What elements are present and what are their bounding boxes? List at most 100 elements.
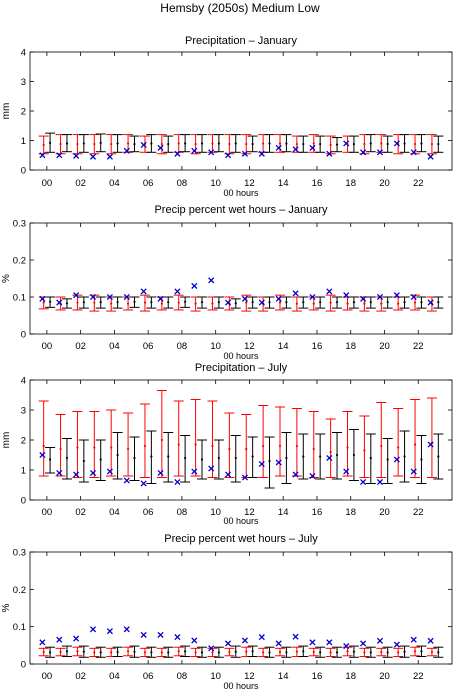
baseline-median-dot-3-20 [386, 651, 389, 654]
model-median-dot-1-20 [380, 302, 383, 305]
observed-marker-3-4 [106, 628, 113, 635]
x-tick-label-2-7: 14 [278, 507, 289, 518]
model-median-dot-1-2 [76, 301, 79, 304]
baseline-median-dot-1-1 [65, 302, 69, 305]
y-tick-label-2-4: 4 [21, 376, 26, 387]
model-median-dot-3-13 [262, 651, 265, 654]
observed-marker-1-3 [89, 293, 97, 301]
observed-marker-1-7 [157, 295, 164, 302]
observed-marker-0-17 [326, 150, 333, 157]
model-median-dot-3-20 [380, 650, 383, 654]
baseline-median-dot-1-7 [167, 301, 170, 304]
observed-marker-1-8 [174, 288, 181, 295]
model-median-dot-3-1 [59, 650, 62, 654]
x-tick-label-3-0: 00 [42, 671, 53, 682]
model-median-dot-1-8 [177, 301, 180, 304]
model-median-dot-0-2 [76, 142, 79, 146]
baseline-median-dot-2-16 [319, 455, 322, 458]
observed-marker-3-23 [427, 637, 434, 644]
model-median-dot-3-12 [245, 650, 248, 653]
x-tick-label-2-0: 00 [42, 507, 53, 518]
baseline-median-dot-2-10 [217, 456, 220, 460]
model-median-dot-0-12 [245, 142, 248, 146]
plot-area-1 [29, 222, 453, 335]
x-tick-label-2-5: 10 [210, 507, 221, 518]
baseline-median-dot-3-4 [116, 650, 119, 654]
baseline-median-dot-2-7 [167, 455, 170, 458]
observed-marker-0-5 [123, 147, 130, 154]
observed-marker-2-12 [241, 474, 248, 481]
model-median-dot-3-14 [278, 650, 282, 654]
observed-marker-1-6 [140, 288, 147, 295]
observed-marker-2-18 [343, 468, 350, 475]
observed-marker-3-17 [326, 639, 333, 646]
model-median-dot-2-22 [413, 443, 417, 446]
model-median-dot-3-21 [397, 651, 400, 654]
baseline-median-dot-3-3 [99, 651, 102, 654]
baseline-median-dot-2-18 [352, 453, 356, 457]
model-median-dot-2-8 [177, 443, 180, 446]
model-median-dot-0-16 [312, 142, 315, 145]
baseline-median-dot-2-12 [251, 455, 254, 458]
model-median-dot-1-19 [363, 302, 366, 305]
observed-marker-2-9 [191, 468, 198, 475]
model-median-dot-1-4 [110, 302, 113, 305]
baseline-median-dot-1-20 [386, 301, 389, 304]
observed-marker-0-7 [157, 144, 164, 151]
observed-marker-0-19 [360, 149, 367, 156]
baseline-median-dot-0-3 [99, 141, 102, 144]
model-median-dot-1-12 [245, 301, 248, 304]
x-tick-label-2-2: 04 [109, 507, 120, 518]
model-median-dot-0-22 [413, 142, 417, 146]
baseline-median-dot-2-1 [65, 456, 69, 460]
baseline-median-dot-1-22 [420, 301, 423, 304]
baseline-median-dot-3-23 [437, 651, 440, 654]
model-median-dot-3-17 [329, 651, 332, 654]
model-median-dot-1-7 [160, 302, 163, 305]
model-median-dot-3-7 [160, 651, 163, 654]
baseline-median-dot-1-5 [133, 300, 136, 303]
x-tick-label-0-5: 10 [210, 178, 221, 189]
model-median-dot-2-19 [363, 449, 366, 452]
model-median-dot-1-5 [126, 302, 130, 305]
model-median-dot-0-23 [430, 142, 434, 146]
model-median-dot-2-20 [380, 444, 383, 448]
baseline-median-dot-0-2 [82, 142, 85, 145]
model-median-dot-1-16 [312, 302, 315, 305]
observed-marker-2-0 [39, 451, 46, 459]
x-tick-label-3-10: 20 [379, 671, 390, 682]
model-median-dot-0-13 [262, 142, 265, 145]
model-median-dot-2-21 [397, 446, 400, 449]
model-median-dot-2-0 [42, 444, 45, 448]
x-tick-label-0-10: 20 [379, 178, 390, 189]
y-tick-label-2-3: 3 [21, 406, 26, 417]
observed-marker-3-0 [39, 639, 46, 646]
x-tick-label-1-2: 04 [109, 341, 120, 352]
baseline-median-dot-1-8 [184, 300, 187, 303]
observed-marker-2-3 [89, 469, 97, 477]
observed-marker-0-3 [89, 153, 97, 160]
baseline-median-dot-0-7 [167, 142, 170, 146]
baseline-median-dot-1-18 [352, 301, 356, 304]
observed-marker-0-6 [140, 141, 147, 148]
baseline-median-dot-3-1 [65, 650, 69, 653]
y-axis-label-1: % [1, 274, 12, 283]
observed-marker-1-12 [241, 295, 248, 302]
model-median-dot-1-22 [413, 301, 417, 304]
observed-marker-3-18 [343, 643, 350, 650]
baseline-median-dot-2-14 [285, 456, 288, 460]
x-axis-label-2: 00 hours [223, 516, 259, 526]
baseline-median-dot-1-15 [302, 301, 305, 304]
x-tick-label-2-10: 20 [379, 507, 390, 518]
observed-marker-0-18 [343, 140, 350, 147]
baseline-median-dot-0-16 [319, 142, 322, 146]
observed-marker-2-19 [360, 478, 367, 486]
observed-marker-2-13 [258, 460, 265, 468]
x-axis-label-3: 00 hours [223, 681, 259, 689]
panel-title-0: Precipitation – January [185, 35, 297, 47]
observed-marker-2-14 [275, 459, 282, 466]
baseline-median-dot-2-11 [234, 456, 237, 460]
observed-marker-1-14 [275, 295, 282, 302]
x-tick-label-0-2: 04 [109, 178, 120, 189]
panel-title-3: Precip percent wet hours – July [164, 533, 318, 545]
